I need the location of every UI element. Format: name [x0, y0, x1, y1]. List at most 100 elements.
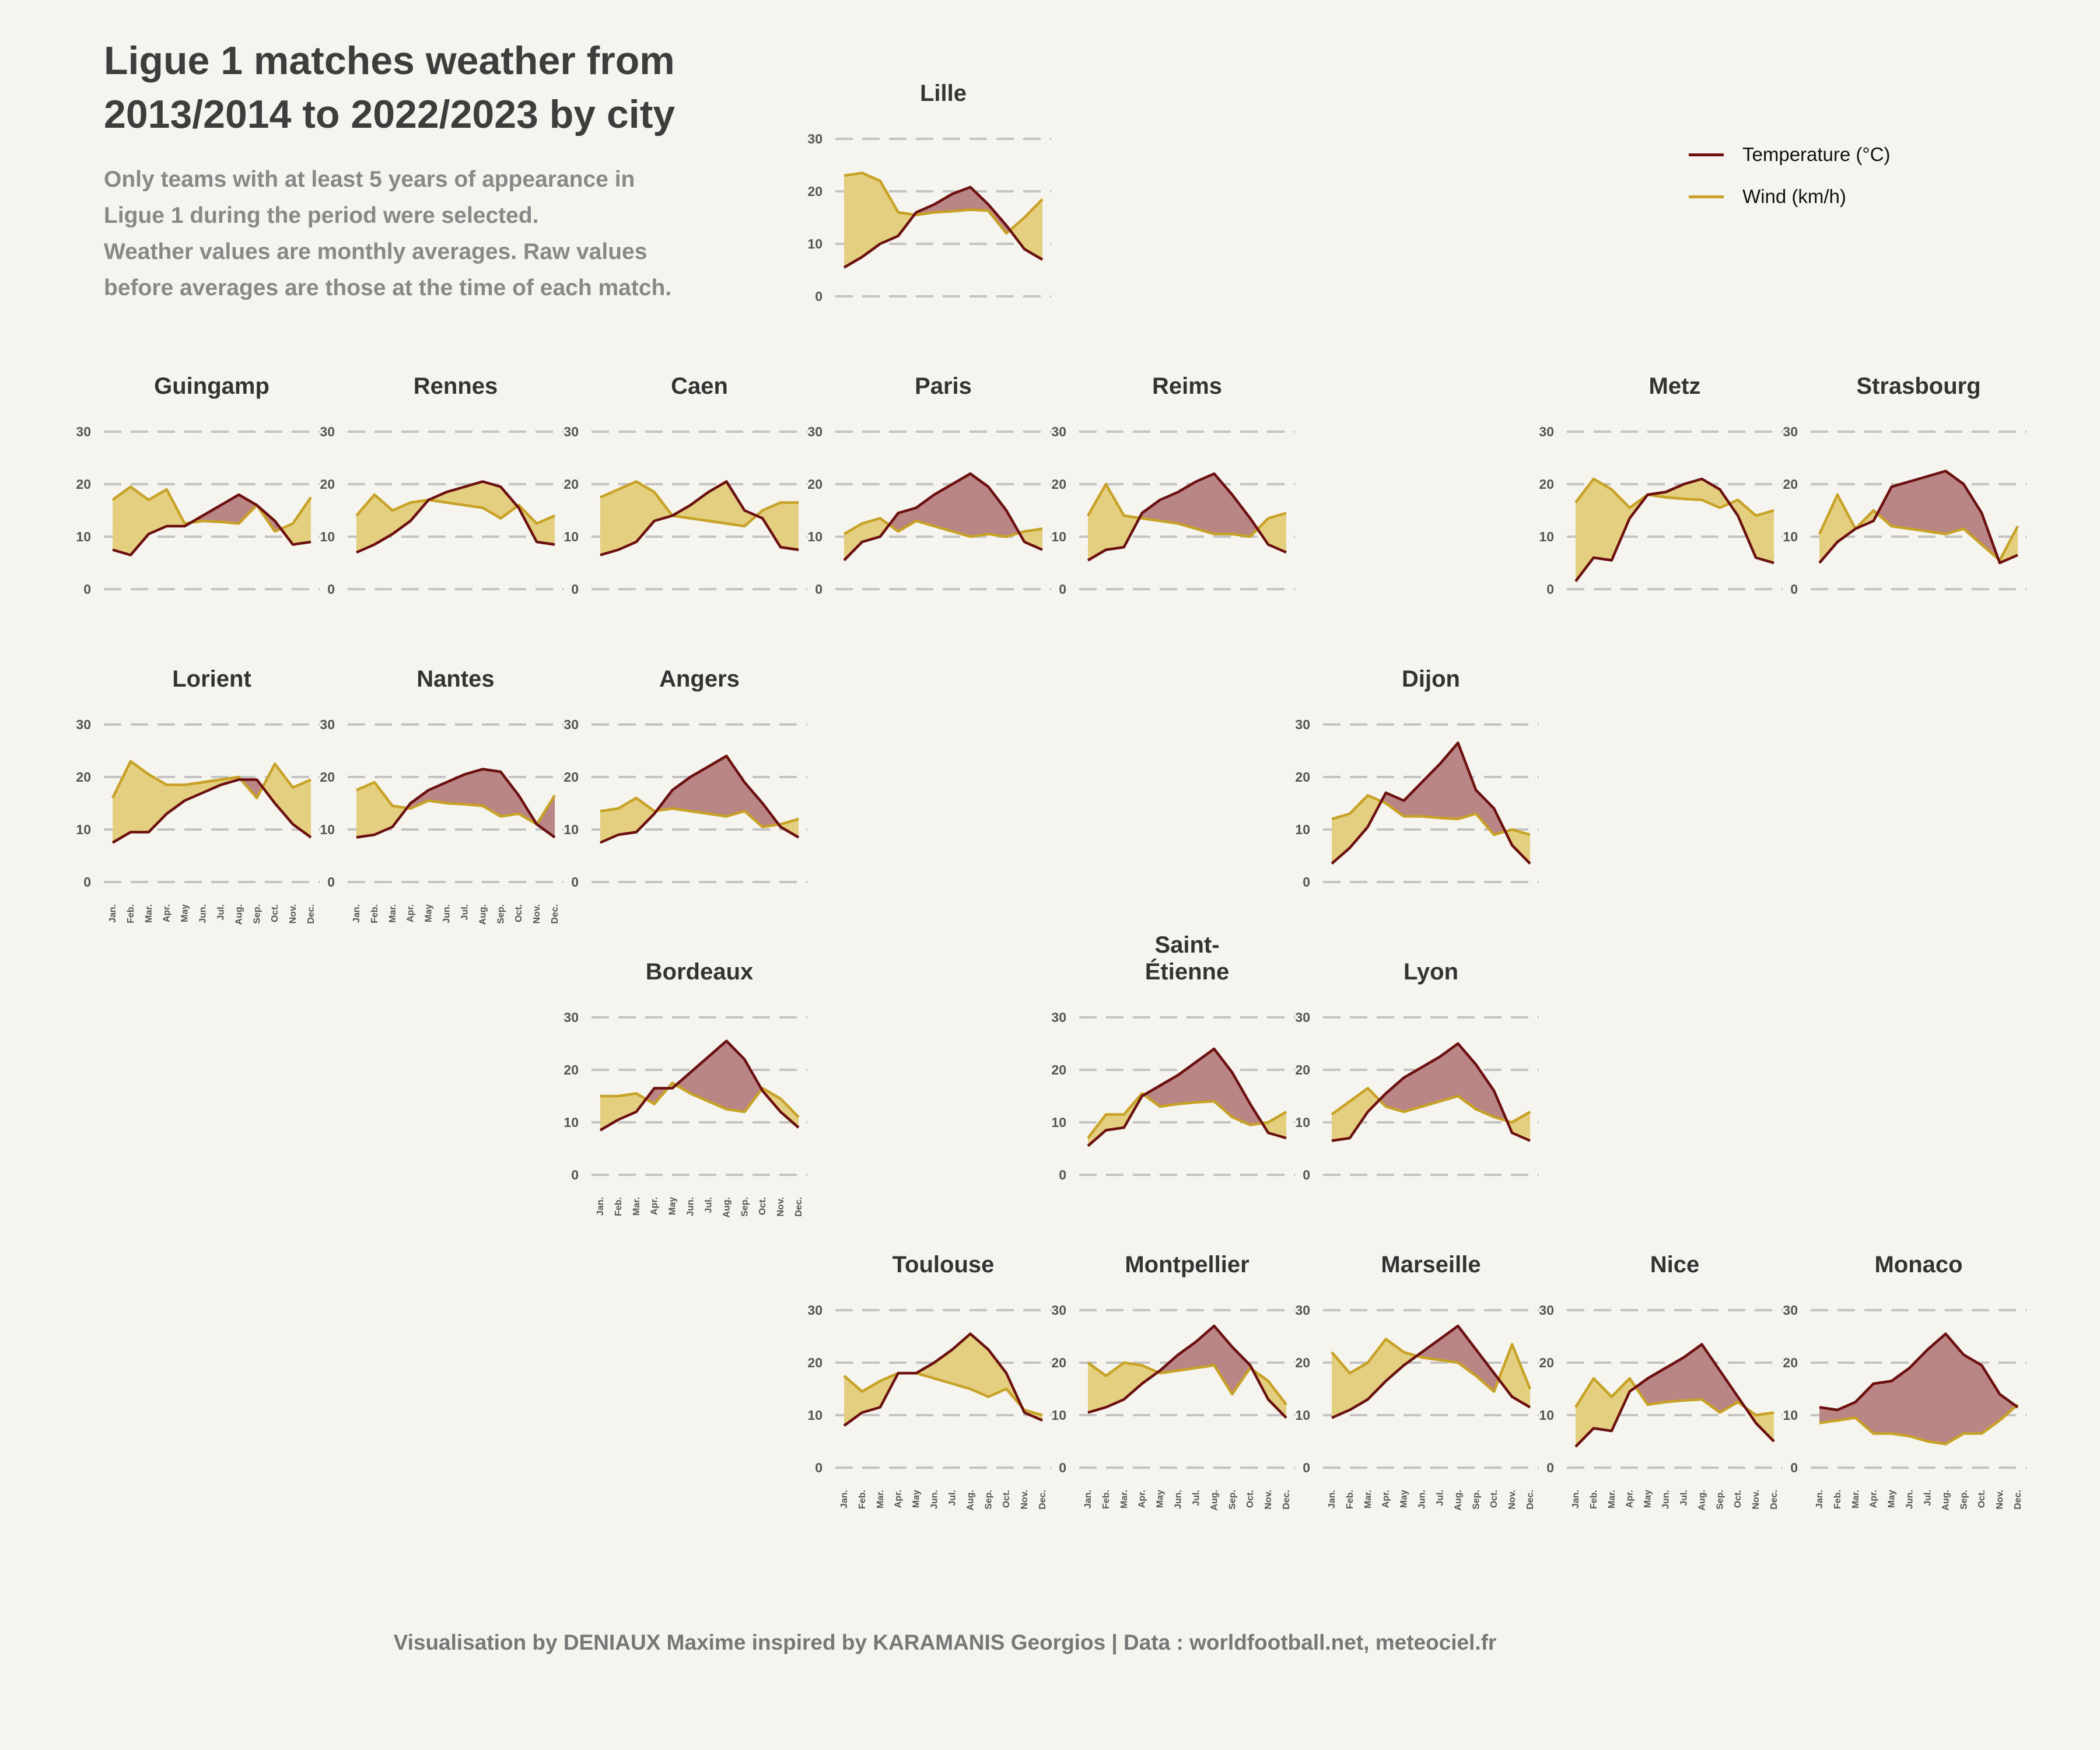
y-tick-label: 0	[815, 582, 822, 597]
y-tick-label: 10	[1295, 822, 1310, 837]
y-tick-label: 10	[564, 1115, 579, 1130]
y-tick-label: 20	[1051, 1355, 1066, 1370]
x-tick-label: Sep.	[1715, 1490, 1725, 1510]
wind-above-fill	[844, 1334, 1022, 1426]
panel-title: Metz	[1649, 373, 1701, 399]
y-tick-label: 0	[1790, 582, 1798, 597]
x-tick-label: Jun.	[686, 1197, 696, 1216]
panel-title: Bordeaux	[646, 959, 754, 985]
x-tick-label: Aug.	[478, 904, 488, 925]
city-panel: Lille 0 10 20 30	[807, 80, 1051, 304]
temperature-line	[1087, 472, 1287, 562]
y-tick-label: 30	[807, 131, 822, 146]
x-tick-label: Apr.	[894, 1490, 904, 1508]
y-tick-label: 20	[1295, 1355, 1310, 1370]
wind-line	[1818, 493, 2019, 562]
city-panel: Nice 0 10 20 30 Jan. Feb. Mar. Apr. May Jun. Jul. Au…	[1539, 1252, 1783, 1511]
x-tick-label: Dec.	[1282, 1490, 1292, 1510]
y-tick-label: 30	[564, 424, 579, 439]
x-tick-label: Jul.	[947, 1490, 957, 1506]
x-tick-label: Jan.	[1571, 1490, 1581, 1508]
y-tick-label: 20	[1295, 769, 1310, 785]
city-panel: Lorient 0 10 20 30 Jan. Feb. Mar. Apr. May Jun. Jul…	[76, 666, 320, 925]
x-tick-label: Jun.	[1905, 1490, 1915, 1509]
x-tick-label: Feb.	[126, 904, 136, 923]
wind-above-fill	[356, 481, 517, 552]
temperature-above-fill	[889, 474, 1020, 537]
wind-above-fill	[1998, 526, 2018, 563]
wind-above-fill	[1332, 795, 1381, 864]
x-tick-label: Mar.	[1607, 1490, 1617, 1508]
y-tick-label: 20	[76, 769, 91, 785]
panel-title: Monaco	[1874, 1252, 1962, 1278]
wind-line	[1331, 1338, 1532, 1393]
temperature-above-fill	[1819, 1334, 2017, 1444]
legend-item-wind: Wind (km/h)	[1689, 185, 2015, 208]
x-tick-label: Jun.	[1418, 1490, 1427, 1509]
x-tick-label: Oct.	[1245, 1490, 1255, 1508]
y-tick-label: 10	[320, 529, 335, 544]
y-tick-label: 0	[1059, 1167, 1066, 1182]
x-tick-label: Mar.	[632, 1197, 642, 1216]
x-tick-label: Oct.	[1489, 1490, 1499, 1508]
x-tick-label: Oct.	[514, 904, 524, 922]
x-tick-label: Sep.	[252, 904, 262, 924]
x-tick-label: Feb.	[1345, 1490, 1355, 1509]
temperature-line	[356, 480, 555, 554]
y-tick-label: 0	[815, 289, 822, 304]
city-panel: Rennes 0 10 20 30	[320, 373, 564, 597]
y-tick-label: 10	[564, 529, 579, 544]
wind-above-fill	[1019, 528, 1042, 550]
y-tick-label: 30	[564, 1010, 579, 1025]
city-panel: Saint-Étienne 0 10 20 30	[1051, 932, 1295, 1182]
y-tick-label: 20	[1783, 1355, 1798, 1370]
x-tick-label: Apr.	[650, 1197, 660, 1215]
wind-above-fill	[1507, 1112, 1530, 1141]
panel-title: Lille	[920, 80, 967, 106]
x-tick-label: Mar.	[388, 904, 398, 923]
temperature-above-fill	[1381, 743, 1506, 835]
temperature-line	[111, 778, 312, 844]
y-tick-label: 10	[1539, 529, 1554, 544]
y-tick-label: 0	[571, 874, 579, 890]
wind-above-fill	[1010, 199, 1042, 260]
city-panel: Caen 0 10 20 30	[564, 373, 807, 597]
legend-item-temperature: Temperature (°C)	[1689, 143, 2015, 166]
city-panel: Nantes 0 10 20 30 Jan. Feb. Mar. Apr. May Jun. Jul.…	[320, 666, 564, 925]
caption: Visualisation by DENIAUX Maxime inspired…	[393, 1630, 1497, 1654]
temperature-line	[1331, 1042, 1531, 1142]
temperature-line	[1818, 470, 2018, 565]
y-tick-label: 10	[1783, 1408, 1798, 1423]
y-tick-label: 20	[1539, 477, 1554, 492]
y-tick-label: 30	[76, 424, 91, 439]
y-tick-label: 0	[1303, 874, 1310, 890]
x-tick-label: Sep.	[984, 1490, 993, 1510]
x-tick-label: Jul.	[1679, 1490, 1689, 1506]
city-panel: Toulouse 0 10 20 30 Jan. Feb. Mar. Apr. May Jun. Ju…	[807, 1252, 1051, 1511]
temperature-above-fill	[190, 495, 281, 531]
x-tick-label: Apr.	[406, 904, 416, 922]
city-panel: Lyon 0 10 20 30	[1295, 959, 1539, 1182]
y-tick-label: 20	[564, 1062, 579, 1077]
x-tick-label: Aug.	[234, 904, 244, 925]
wind-line	[111, 485, 312, 533]
city-panel: Dijon 0 10 20 30	[1295, 666, 1539, 890]
y-tick-label: 10	[76, 529, 91, 544]
panel-title: Guingamp	[154, 373, 270, 399]
city-panel: Metz 0 10 20 30	[1539, 373, 1783, 597]
y-tick-label: 10	[1051, 1408, 1066, 1423]
wind-line	[843, 517, 1043, 538]
x-tick-label: May	[1399, 1490, 1409, 1508]
y-tick-label: 10	[1051, 1115, 1066, 1130]
x-tick-label: Dec.	[1769, 1490, 1779, 1510]
legend-swatch-wind	[1689, 195, 1724, 198]
x-tick-label: Jul.	[1923, 1490, 1933, 1506]
x-tick-label: Oct.	[1733, 1490, 1743, 1508]
y-tick-label: 30	[807, 424, 822, 439]
wind-above-fill	[262, 764, 311, 838]
temperature-line	[843, 186, 1044, 269]
temperature-line	[1331, 1324, 1531, 1419]
x-tick-label: Jan.	[1327, 1490, 1337, 1508]
x-tick-label: Aug.	[1697, 1490, 1707, 1511]
x-tick-label: Sep.	[1227, 1490, 1237, 1510]
